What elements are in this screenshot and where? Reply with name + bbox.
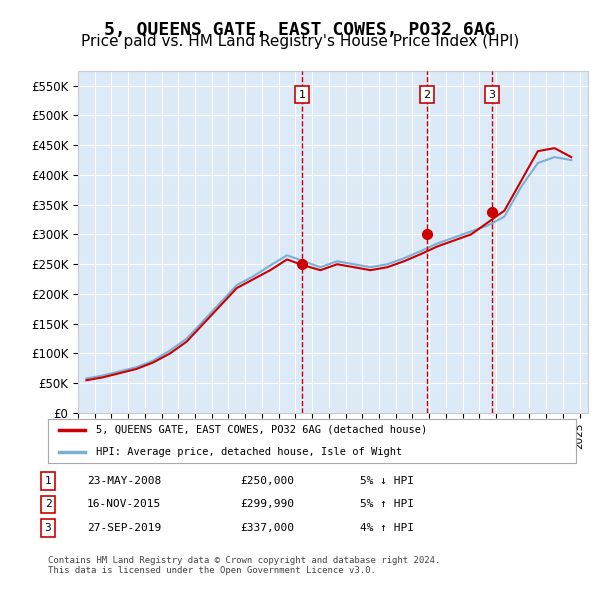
Text: 4% ↑ HPI: 4% ↑ HPI bbox=[360, 523, 414, 533]
Text: 2: 2 bbox=[424, 90, 431, 100]
Text: 5, QUEENS GATE, EAST COWES, PO32 6AG (detached house): 5, QUEENS GATE, EAST COWES, PO32 6AG (de… bbox=[95, 425, 427, 435]
Text: 5% ↓ HPI: 5% ↓ HPI bbox=[360, 476, 414, 486]
Text: 5% ↑ HPI: 5% ↑ HPI bbox=[360, 500, 414, 509]
Text: 23-MAY-2008: 23-MAY-2008 bbox=[87, 476, 161, 486]
Text: 16-NOV-2015: 16-NOV-2015 bbox=[87, 500, 161, 509]
Text: HPI: Average price, detached house, Isle of Wight: HPI: Average price, detached house, Isle… bbox=[95, 447, 402, 457]
Text: £250,000: £250,000 bbox=[240, 476, 294, 486]
Text: 27-SEP-2019: 27-SEP-2019 bbox=[87, 523, 161, 533]
Text: Price paid vs. HM Land Registry's House Price Index (HPI): Price paid vs. HM Land Registry's House … bbox=[81, 34, 519, 49]
Text: 1: 1 bbox=[298, 90, 305, 100]
Text: £299,990: £299,990 bbox=[240, 500, 294, 509]
Text: 2: 2 bbox=[44, 500, 52, 509]
Text: 3: 3 bbox=[44, 523, 52, 533]
Text: 5, QUEENS GATE, EAST COWES, PO32 6AG: 5, QUEENS GATE, EAST COWES, PO32 6AG bbox=[104, 21, 496, 39]
Text: £337,000: £337,000 bbox=[240, 523, 294, 533]
Text: Contains HM Land Registry data © Crown copyright and database right 2024.
This d: Contains HM Land Registry data © Crown c… bbox=[48, 556, 440, 575]
Text: 3: 3 bbox=[488, 90, 495, 100]
Text: 1: 1 bbox=[44, 476, 52, 486]
